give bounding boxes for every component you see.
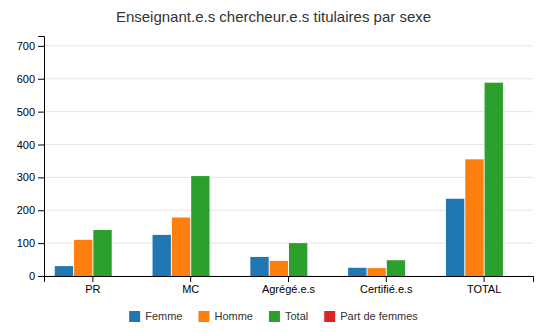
bar: [270, 261, 288, 276]
y-tick: 400: [17, 139, 44, 151]
y-tick-label: 600: [17, 73, 35, 85]
bar-series: [93, 83, 503, 276]
y-tick: 100: [17, 237, 44, 249]
y-axis-line: [38, 37, 45, 277]
legend-swatch: [198, 311, 209, 322]
bar: [387, 260, 405, 276]
grid-line: [44, 144, 533, 145]
y-tick-mark: [38, 276, 44, 277]
legend-item: Total: [269, 310, 308, 322]
bar: [485, 83, 503, 276]
bar: [465, 159, 483, 276]
x-tick-label: MC: [182, 283, 199, 295]
legend: Femme Homme Total Part de femmes: [129, 310, 418, 322]
legend-item: Part de femmes: [324, 310, 418, 322]
y-tick-mark: [38, 112, 44, 113]
y-tick-label: 300: [17, 171, 35, 183]
title: Enseignant.e.s chercheur.e.s titulaires …: [116, 8, 431, 25]
x-tick-mark: [190, 276, 191, 282]
legend-label: Homme: [214, 310, 253, 322]
bar: [211, 276, 229, 277]
y-tick-label: 700: [17, 40, 35, 52]
bar: [55, 266, 73, 276]
bar: [446, 199, 464, 276]
y-tick-label: 400: [17, 139, 35, 151]
bar: [367, 268, 385, 276]
grid-line: [44, 177, 533, 178]
grid-line: [44, 111, 533, 112]
y-tick-mark: [38, 46, 44, 47]
bar-series: [55, 199, 465, 276]
y-tick-label: 200: [17, 204, 35, 216]
plot: PR MC Agrégé.e.s Certifié.e.s TOTAL 0 100 200 30…: [17, 37, 534, 295]
y-tick-label: 0: [29, 270, 35, 282]
legend-item: Homme: [198, 310, 253, 322]
x-tick-label: TOTAL: [467, 283, 501, 295]
y-tick: 200: [17, 204, 44, 216]
legend-label: Total: [285, 310, 308, 322]
y-tick-mark: [38, 144, 44, 145]
bar: [406, 276, 424, 277]
grid: [44, 46, 533, 276]
x-tick: MC: [182, 276, 199, 295]
legend-swatch: [324, 311, 335, 322]
x-tick-mark: [386, 276, 387, 282]
y-tick: 500: [17, 106, 44, 118]
x-tick-mark: [92, 276, 93, 282]
y-tick: 300: [17, 171, 44, 183]
grid-line: [44, 78, 533, 79]
legend-swatch: [129, 311, 140, 322]
x-tick-label: PR: [85, 283, 100, 295]
bar: [250, 257, 268, 276]
bar: [153, 235, 171, 276]
x-tick: PR: [85, 276, 100, 295]
x-tick: TOTAL: [467, 276, 501, 295]
bar: [191, 176, 209, 276]
x-tick-label: Agrégé.e.s: [262, 283, 316, 295]
y-tick-mark: [38, 243, 44, 244]
x-axis-line: [45, 277, 534, 283]
y-axis: 0 100 200 300 400 500 600 700: [17, 37, 45, 283]
x-tick: Certifié.e.s: [360, 276, 413, 295]
bar: [308, 276, 326, 277]
legend-label: Part de femmes: [340, 310, 418, 322]
y-tick-label: 500: [17, 106, 35, 118]
legend-label: Femme: [145, 310, 182, 322]
y-tick-mark: [38, 210, 44, 211]
y-tick-label: 100: [17, 237, 35, 249]
grid-line: [44, 45, 533, 46]
bar: [504, 276, 522, 277]
y-tick: 0: [29, 270, 44, 282]
bar: [113, 276, 131, 277]
y-tick: 600: [17, 73, 44, 85]
x-tick-mark: [288, 276, 289, 282]
bar: [93, 230, 111, 276]
y-tick-mark: [38, 79, 44, 80]
bar: [289, 243, 307, 276]
legend-item: Femme: [129, 310, 182, 322]
bar: [348, 268, 366, 276]
bar: [172, 217, 190, 276]
bar: [74, 240, 92, 276]
x-tick-mark: [484, 276, 485, 282]
y-tick: 700: [17, 40, 44, 52]
x-tick-label: Certifié.e.s: [360, 283, 413, 295]
x-axis: PR MC Agrégé.e.s Certifié.e.s TOTAL: [45, 276, 534, 295]
y-tick-mark: [38, 177, 44, 178]
bar-series: [74, 159, 484, 276]
bars: [55, 83, 503, 276]
x-tick: Agrégé.e.s: [262, 276, 316, 295]
legend-swatch: [269, 311, 280, 322]
chart: PR MC Agrégé.e.s Certifié.e.s TOTAL 0 100 200 30…: [0, 0, 547, 332]
